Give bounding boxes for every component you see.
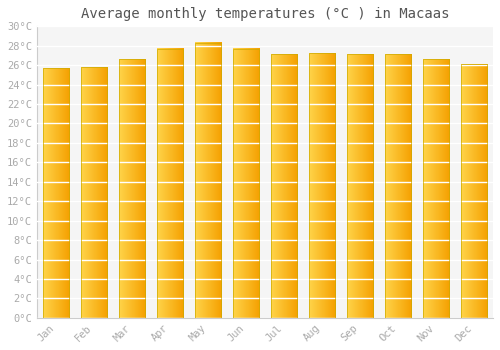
Bar	[194, 43, 221, 318]
Title: Average monthly temperatures (°C ) in Macaas: Average monthly temperatures (°C ) in Ma…	[80, 7, 449, 21]
Bar	[422, 59, 450, 318]
Bar	[232, 49, 259, 318]
Bar	[308, 54, 336, 318]
Bar	[346, 55, 374, 318]
Bar	[156, 49, 183, 318]
Bar	[460, 64, 487, 318]
Bar	[384, 55, 411, 318]
Bar	[80, 67, 107, 318]
Bar	[270, 55, 297, 318]
Bar	[42, 68, 69, 318]
Bar	[118, 59, 145, 318]
